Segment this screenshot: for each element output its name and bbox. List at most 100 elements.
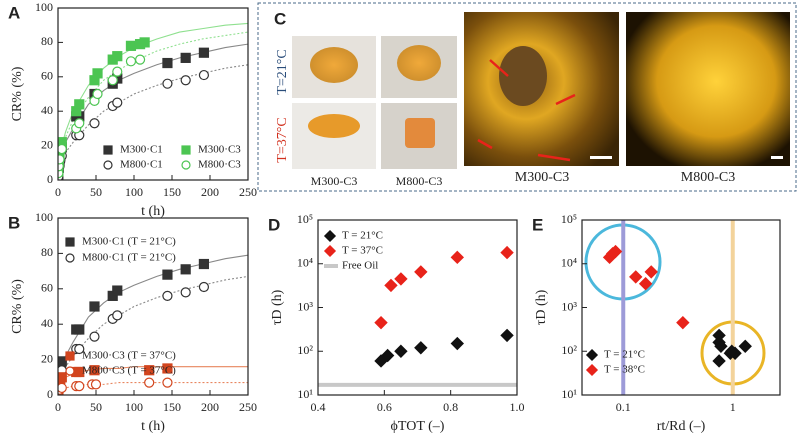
x-tick-label: 50 xyxy=(90,400,102,414)
scale-bar xyxy=(590,156,612,159)
x-tick-label: 1 xyxy=(730,400,736,414)
legend-marker xyxy=(65,253,75,263)
plot-frame xyxy=(57,217,249,396)
marker xyxy=(629,270,643,284)
marker xyxy=(725,344,739,358)
arrows xyxy=(477,59,576,162)
legend-marker xyxy=(585,348,599,362)
marker xyxy=(450,250,464,265)
marker xyxy=(89,118,100,129)
panel-frame xyxy=(257,2,797,192)
marker xyxy=(162,290,173,301)
y-axis-label: τD (h) xyxy=(534,289,549,325)
y-tick-label: 20 xyxy=(41,351,53,365)
legend-marker xyxy=(65,237,75,247)
marker xyxy=(74,99,85,110)
marker xyxy=(107,75,118,86)
micrograph-feature xyxy=(499,46,547,106)
marker xyxy=(180,287,191,298)
legend-label: T = 38°C xyxy=(604,364,645,376)
y-tick-label: 10² xyxy=(561,343,577,357)
legend-label: M300·C1 xyxy=(120,144,163,156)
chart: A 0 50 100 150 200 250 0 20 40 60 80 100 t (h) CR% (%)… xyxy=(8,0,257,219)
marker xyxy=(58,372,67,383)
legend-marker xyxy=(323,244,337,258)
marker xyxy=(144,377,155,388)
x-tick-label: 200 xyxy=(201,185,219,199)
marker xyxy=(162,78,173,89)
x-tick-label: 0.6 xyxy=(377,400,392,414)
marker xyxy=(58,154,65,165)
marker xyxy=(90,379,102,390)
x-tick-label: 1.0 xyxy=(510,400,525,414)
marker xyxy=(608,244,623,259)
marker xyxy=(162,269,173,280)
x-tick-label: 100 xyxy=(125,185,143,199)
x-tick-label: 0 xyxy=(55,185,61,199)
x-tick-label: 150 xyxy=(163,400,181,414)
x-tick-label: 250 xyxy=(239,185,257,199)
legend-marker xyxy=(65,366,75,376)
photo-sample xyxy=(397,45,441,81)
plot-area xyxy=(602,220,752,395)
marker xyxy=(384,278,398,293)
y-tick-label: 80 xyxy=(41,34,53,48)
x-tick-label: 0.8 xyxy=(443,400,458,414)
y-tick-label: 60 xyxy=(41,69,53,83)
y-tick-label: 10³ xyxy=(561,299,577,313)
marker xyxy=(414,341,428,355)
x-axis-label: rt/Rd (–) xyxy=(657,419,706,434)
marker xyxy=(180,75,191,86)
fit-line xyxy=(58,31,248,180)
x-tick-label: 0 xyxy=(55,400,61,414)
y-tick-label: 0 xyxy=(47,172,53,186)
marker xyxy=(638,276,653,291)
row-label: T=37°C xyxy=(275,117,290,162)
marker xyxy=(58,143,67,155)
marker xyxy=(125,40,137,51)
marker xyxy=(500,245,514,260)
legend-label: M800·C3 xyxy=(198,159,241,171)
legend-marker xyxy=(103,145,113,155)
panel-label: D xyxy=(268,215,280,234)
marker xyxy=(162,377,173,388)
legend-label: T = 37°C xyxy=(342,245,383,257)
legend-marker xyxy=(181,160,191,170)
fit-line xyxy=(58,22,248,180)
micrograph-caption: M300-C3 xyxy=(515,170,569,185)
marker xyxy=(112,51,123,62)
marker xyxy=(500,328,514,343)
marker xyxy=(394,272,408,286)
plot-area xyxy=(58,254,248,395)
marker xyxy=(134,54,146,65)
marker xyxy=(162,57,173,69)
y-tick-label: 10⁵ xyxy=(297,212,313,226)
marker xyxy=(144,365,155,376)
marker xyxy=(714,339,728,353)
marker xyxy=(712,354,726,368)
marker xyxy=(198,69,210,81)
chart: D 0.4 0.6 0.8 1.0 10¹ 10² 10³ 10⁴ 10⁵ ϕTOT (–) τD (… xyxy=(268,212,525,434)
legend-marker xyxy=(323,229,337,243)
x-tick-label: 150 xyxy=(163,185,181,199)
panel-label: B xyxy=(8,213,20,232)
y-tick-label: 10⁴ xyxy=(297,256,313,270)
photo-caption: M300-C3 xyxy=(311,174,358,188)
x-axis-label: ϕTOT (–) xyxy=(391,419,445,434)
marker xyxy=(380,348,395,363)
x-tick-label: 50 xyxy=(90,185,102,199)
marker xyxy=(394,344,408,358)
marker xyxy=(198,47,210,58)
y-tick-label: 10² xyxy=(297,343,313,357)
marker xyxy=(198,281,210,293)
chart: B 0 50 100 150 200 250 0 20 40 60 80 100 t (h) CR% (%)… xyxy=(8,210,257,434)
y-tick-label: 80 xyxy=(41,245,53,259)
legend-marker xyxy=(585,363,599,377)
marker xyxy=(92,68,103,79)
plot-frame xyxy=(581,219,781,396)
y-tick-label: 100 xyxy=(35,0,53,14)
photo-sample xyxy=(308,114,360,138)
marker xyxy=(112,66,123,77)
y-tick-label: 20 xyxy=(41,137,53,151)
marker xyxy=(414,265,428,279)
